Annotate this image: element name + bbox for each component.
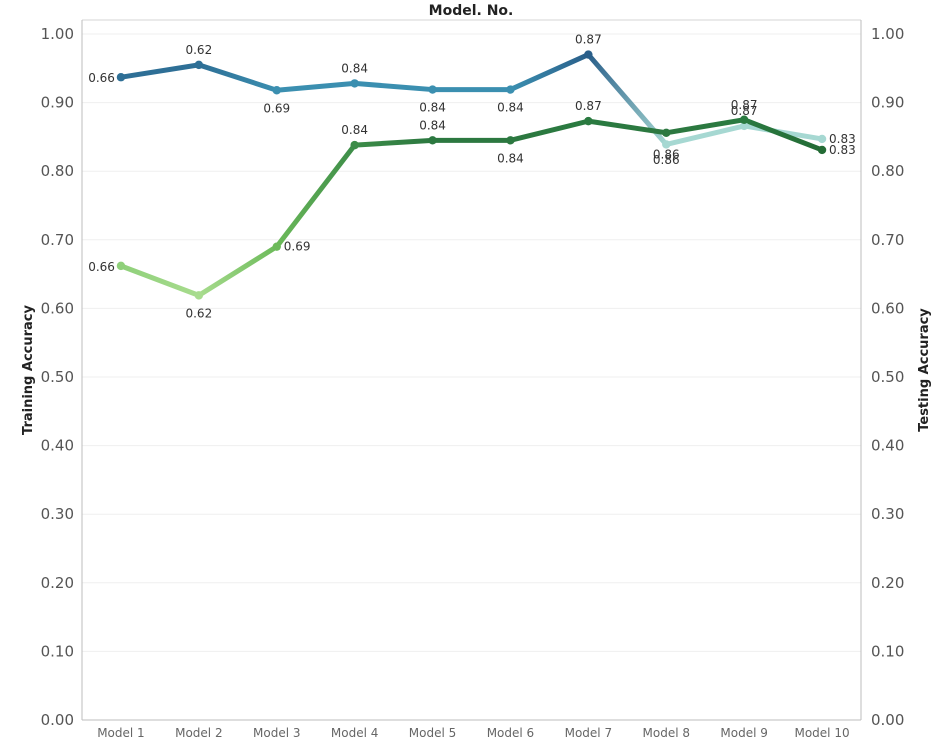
data-label: 0.69 [284, 240, 311, 254]
chart-title: Model. No. [429, 3, 514, 19]
y-tick-left-label: 0.60 [41, 299, 74, 317]
x-tick-label: Model 8 [643, 726, 690, 740]
data-label: 0.84 [341, 61, 368, 75]
x-tick-label: Model 10 [794, 726, 849, 740]
y-tick-left-label: 0.30 [41, 505, 74, 523]
data-label: 0.83 [829, 132, 856, 146]
data-point [662, 140, 671, 149]
series-line-segment [741, 117, 825, 153]
y-tick-left-label: 0.80 [41, 162, 74, 180]
y-axis-right-label: Testing Accuracy [917, 308, 932, 432]
y-tick-left-label: 0.70 [41, 231, 74, 249]
y-tick-right-label: 0.80 [871, 162, 904, 180]
series-line-segment [585, 118, 669, 136]
series-line-segment [663, 123, 747, 147]
data-point [428, 136, 437, 145]
x-tick-label: Model 9 [720, 726, 767, 740]
x-tick-label: Model 3 [253, 726, 300, 740]
series-line-segment [274, 80, 358, 93]
y-axis-left-ticks: 0.00 0.10 0.20 0.30 0.40 0.50 0.60 0.70 0.80 0.90… [41, 25, 74, 729]
data-label: 0.87 [731, 104, 758, 118]
x-axis-ticks: Model 1 Model 2 Model 3 Model 4 Model 5 Model… [97, 726, 849, 740]
data-label: 0.62 [185, 43, 212, 57]
data-point [116, 261, 126, 271]
series-line-segment [663, 117, 747, 136]
x-tick-label: Model 6 [487, 726, 534, 740]
y-tick-right-label: 0.40 [871, 437, 904, 455]
data-point [584, 116, 593, 126]
data-label: 0.87 [731, 98, 758, 112]
y-tick-right-label: 0.60 [871, 299, 904, 317]
data-label: 0.86 [653, 153, 680, 167]
y-tick-right-label: 0.20 [871, 574, 904, 592]
series-line-segment [196, 62, 280, 93]
gridlines [82, 33, 861, 652]
data-label: 0.66 [88, 71, 115, 85]
data-label: 0.62 [185, 306, 212, 320]
data-point [116, 73, 126, 82]
y-tick-right-label: 0.50 [871, 368, 904, 386]
y-tick-right-label: 0.90 [871, 94, 904, 112]
data-point [584, 50, 593, 59]
data-label: 0.83 [829, 143, 856, 157]
data-label: 0.66 [88, 260, 115, 274]
data-label: 0.84 [419, 101, 446, 115]
series-points [116, 50, 827, 300]
data-point [739, 121, 749, 131]
y-tick-right-label: 0.10 [871, 642, 904, 660]
data-point [428, 85, 437, 94]
data-label: 0.86 [653, 147, 680, 161]
series-line-segment [196, 244, 280, 298]
series-line-segment [118, 263, 202, 298]
series-line-segment [352, 137, 436, 148]
data-point [272, 242, 281, 251]
y-tick-left-label: 1.00 [41, 25, 74, 43]
y-axis-right-ticks: 0.00 0.10 0.20 0.30 0.40 0.50 0.60 0.70 0.80 0.90… [871, 25, 904, 729]
data-point [194, 60, 204, 70]
data-label: 0.84 [497, 151, 524, 165]
data-point [506, 136, 515, 145]
data-label: 0.84 [497, 101, 524, 115]
series-line-segment [274, 142, 358, 250]
data-point [662, 128, 671, 137]
data-label: 0.84 [419, 118, 446, 132]
x-tick-label: Model 5 [409, 726, 456, 740]
data-point [817, 145, 827, 155]
data-point [350, 140, 359, 150]
series-lines [118, 52, 825, 298]
y-tick-left-label: 0.50 [41, 368, 74, 386]
data-label: 0.84 [341, 123, 368, 137]
data-label: 0.69 [263, 101, 290, 115]
x-tick-label: Model 7 [565, 726, 612, 740]
data-point [506, 85, 515, 94]
series-line-segment [118, 62, 202, 80]
data-point [194, 291, 204, 300]
y-tick-right-label: 0.70 [871, 231, 904, 249]
series-line-segment [352, 80, 436, 93]
data-point [272, 86, 281, 95]
y-tick-left-label: 0.20 [41, 574, 74, 592]
data-labels: 0.66 0.62 0.69 0.84 0.84 0.84 0.87 0.86 0.87 0.83… [88, 33, 856, 321]
y-tick-left-label: 0.10 [41, 642, 74, 660]
data-point [817, 134, 827, 144]
series-line-segment [507, 118, 591, 143]
plot-frame [81, 19, 862, 721]
data-label: 0.87 [575, 33, 602, 47]
x-tick-label: Model 1 [97, 726, 144, 740]
x-tick-label: Model 4 [331, 726, 378, 740]
series-line-segment [507, 52, 591, 93]
data-label: 0.87 [575, 99, 602, 113]
y-axis-left-label: Training Accuracy [21, 304, 36, 434]
data-point [739, 115, 749, 124]
x-tick-label: Model 2 [175, 726, 222, 740]
y-tick-left-label: 0.90 [41, 94, 74, 112]
y-tick-right-label: 0.30 [871, 505, 904, 523]
y-tick-left-label: 0.40 [41, 437, 74, 455]
data-point [350, 79, 359, 88]
y-tick-right-label: 1.00 [871, 25, 904, 43]
y-tick-right-label: 0.00 [871, 711, 904, 729]
y-tick-left-label: 0.00 [41, 711, 74, 729]
